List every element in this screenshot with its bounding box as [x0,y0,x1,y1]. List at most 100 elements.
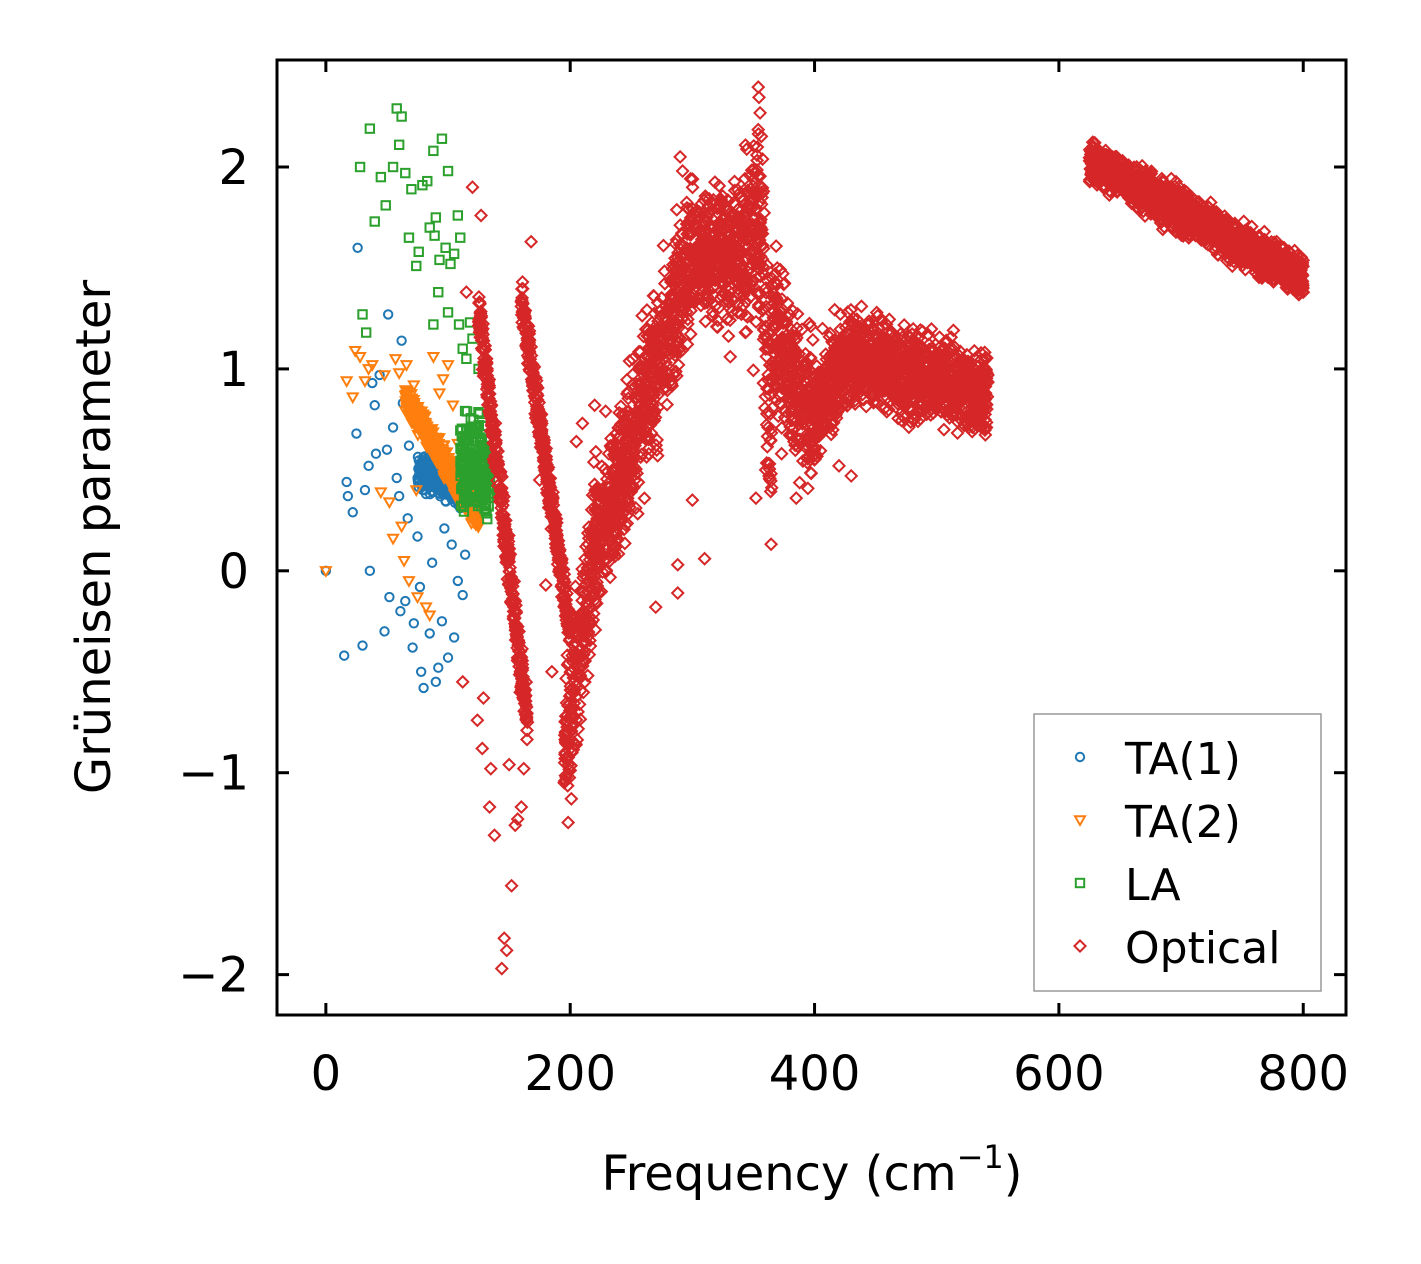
data-point [468,473,480,484]
data-point [554,552,569,567]
data-point [567,683,582,698]
data-point [422,610,437,623]
data-point [346,392,360,405]
data-point [777,276,792,291]
data-point [480,397,495,412]
data-point [646,289,661,304]
data-point [770,293,785,309]
data-point [805,332,820,347]
data-point [701,205,716,220]
data-point [708,265,723,280]
data-point [413,246,424,258]
data-point [723,313,738,328]
data-point [589,524,604,539]
data-point [633,450,648,465]
data-point [428,319,439,330]
data-point [498,513,513,528]
data-point [783,396,798,411]
data-point [408,404,422,417]
data-point [501,528,516,543]
data-point [660,397,675,412]
data-point [958,353,973,368]
data-point [559,607,574,622]
data-point [507,574,522,589]
data-point [742,227,757,242]
data-point [698,314,713,329]
data-point [478,463,489,474]
data-point [379,626,390,637]
data-point [621,445,636,460]
data-point [608,549,623,564]
data-point [972,415,987,430]
data-point [567,696,582,711]
data-point [667,297,682,312]
data-point [352,242,363,253]
data-point [712,178,727,193]
data-point [810,414,825,429]
data-point [639,449,654,464]
data-point [341,476,352,488]
data-point [694,232,709,247]
data-point [498,541,513,556]
data-point [753,105,768,120]
data-point [699,213,714,228]
data-point [912,403,927,418]
data-point [556,593,571,608]
data-point [753,286,768,301]
data-point [827,302,842,317]
data-point [598,508,613,523]
data-point [429,230,440,241]
data-point [456,431,467,442]
data-point [754,129,769,144]
data-point [799,416,814,431]
data-point [621,473,636,488]
data-point [420,488,432,500]
data-point [422,435,436,447]
data-point [414,406,429,419]
data-point [645,388,660,403]
data-point [669,326,684,341]
data-point [727,174,742,189]
data-point [607,448,622,463]
data-point [479,363,495,378]
data-point [768,274,783,289]
data-point [667,291,682,306]
data-point [442,652,454,663]
data-point [670,263,685,278]
data-point [753,212,768,227]
data-point [374,487,388,500]
data-point [839,390,854,405]
data-point [764,425,779,440]
data-point [650,368,666,383]
data-point [369,400,380,411]
data-point [613,422,628,437]
data-point [864,321,879,336]
data-point [528,391,543,406]
data-point [746,138,761,153]
data-point [525,383,540,398]
data-point [737,171,752,186]
data-point [581,615,596,630]
data-point [591,505,606,520]
data-point [683,171,698,186]
data-point [586,606,601,621]
data-point [589,596,604,611]
data-point [487,435,502,450]
data-point [764,480,779,495]
data-point [397,555,411,568]
data-point [396,335,407,346]
data-point [399,360,414,372]
data-point [412,531,423,542]
data-point [854,299,869,314]
data-point [782,345,797,360]
data-point [698,258,713,273]
data-point [767,358,782,373]
data-point [319,566,333,578]
data-point [519,326,534,341]
data-point [632,398,647,413]
data-point [484,417,499,432]
data-point [514,295,529,310]
data-point [582,633,597,648]
data-point [370,448,382,459]
data-point [721,329,736,344]
